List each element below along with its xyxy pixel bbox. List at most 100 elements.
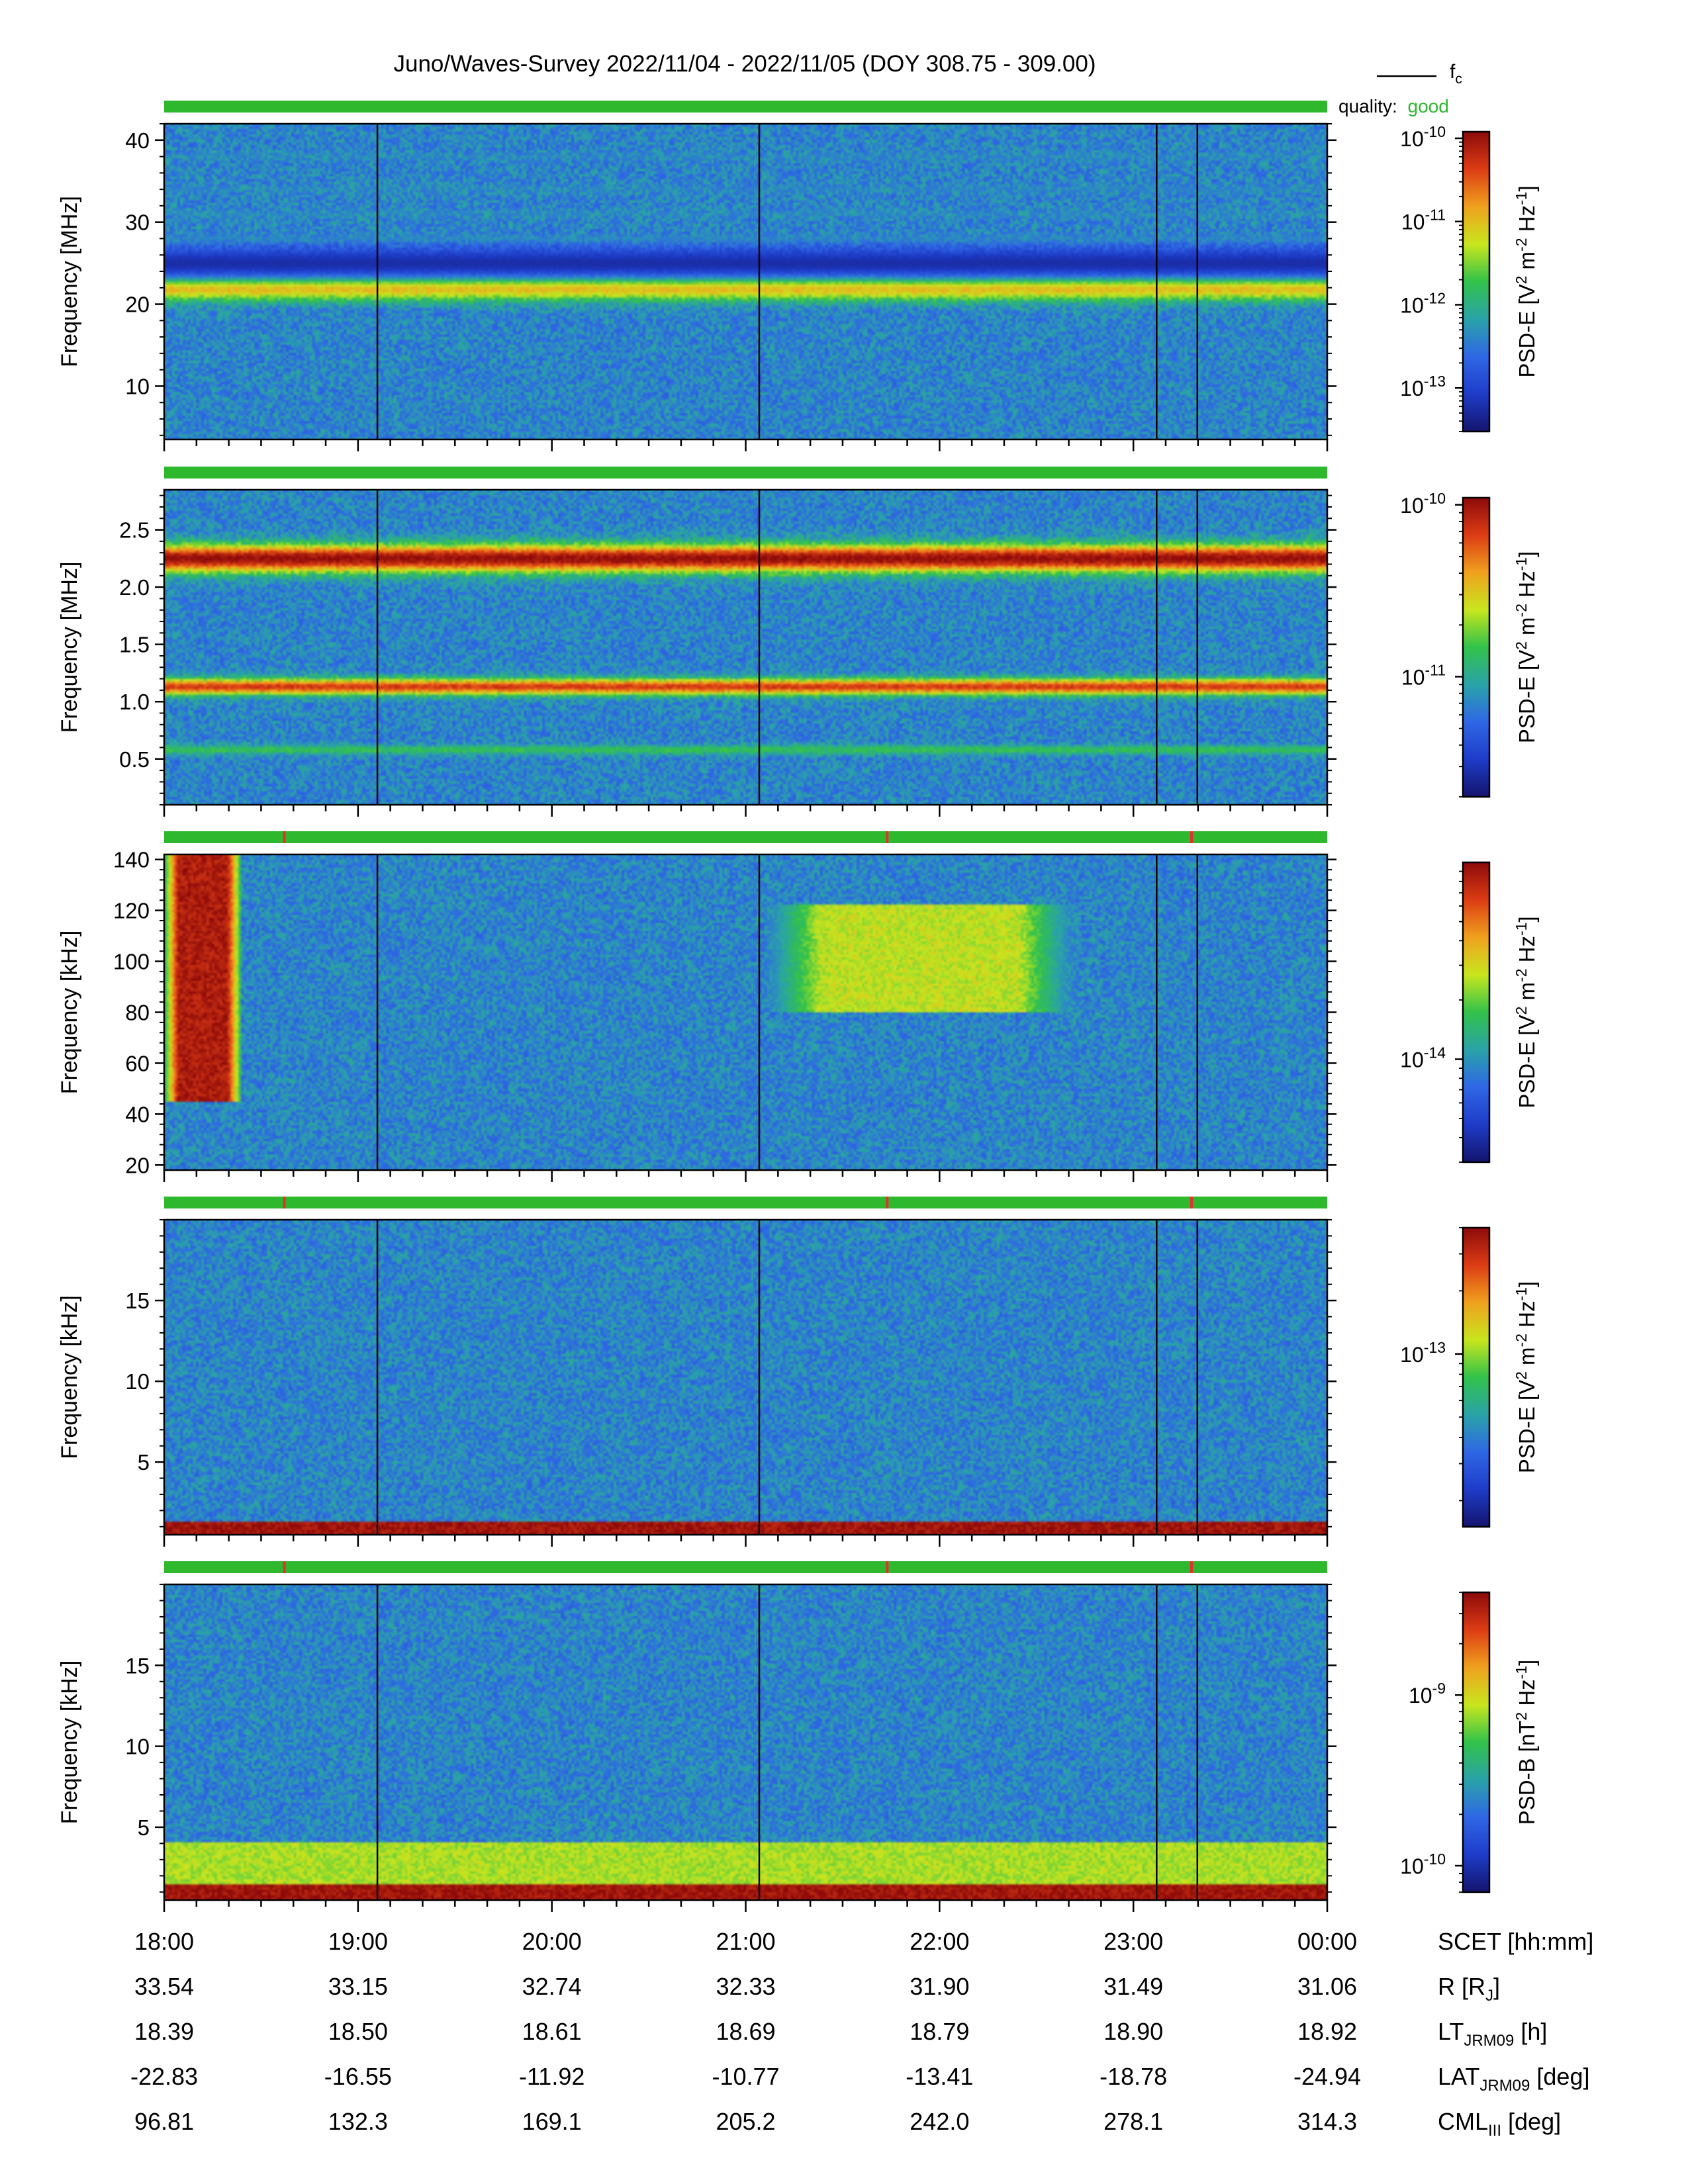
ephemeris-value: -10.77: [712, 2063, 779, 2090]
colorbar-tick-label: 10-11: [1401, 206, 1446, 234]
y-tick-label: 30: [125, 210, 150, 235]
colorbar-tick-label: 10-13: [1400, 1339, 1446, 1367]
y-tick-label: 15: [125, 1653, 150, 1678]
ephemeris-value: -16.55: [324, 2063, 392, 2090]
quality-flag-mark: [886, 1561, 889, 1573]
ephemeris-value: 00:00: [1297, 1928, 1357, 1955]
y-axis-label: Frequency [kHz]: [57, 931, 82, 1095]
y-tick-label: 20: [125, 1153, 150, 1177]
ephemeris-value: 20:00: [522, 1928, 582, 1955]
ephemeris-value: -13.41: [906, 2063, 973, 2090]
ephemeris-value: 132.3: [328, 2108, 388, 2135]
spectrogram-image: [164, 124, 1327, 439]
ephemeris-value: 18.39: [134, 2018, 194, 2045]
quality-flag-mark: [886, 831, 889, 843]
quality-flag-mark: [886, 1197, 889, 1208]
ephemeris-value: 18.61: [522, 2018, 582, 2045]
y-axis-label: Frequency [MHz]: [57, 562, 82, 733]
ephemeris-value: 31.06: [1297, 1973, 1357, 2000]
colorbar-tick-label: 10-14: [1400, 1044, 1446, 1071]
ephemeris-value: 314.3: [1297, 2108, 1357, 2135]
quality-legend: quality: good: [1338, 96, 1449, 116]
y-tick-label: 80: [125, 1001, 150, 1025]
spectrogram-panel-1: 10 20 30 40 Frequency [MHz] 10-10 10-11 10-12 10…: [57, 101, 1539, 451]
quality-bar: [164, 1197, 1327, 1208]
quality-flag-mark: [1190, 831, 1194, 843]
colorbar-label: PSD-E [V2 m-2 Hz-1]: [1513, 1281, 1539, 1473]
y-tick-label: 10: [125, 1369, 150, 1394]
colorbar-label: PSD-B [nT2 Hz-1]: [1513, 1660, 1539, 1825]
y-tick-label: 2.0: [119, 575, 150, 600]
ephemeris-value: 18:00: [134, 1928, 194, 1955]
colorbar-tick-label: 10-9: [1409, 1680, 1446, 1707]
spectrogram-image: [164, 1220, 1327, 1535]
quality-flag-mark: [283, 1197, 286, 1208]
colorbar-tick-label: 10-10: [1400, 123, 1446, 151]
ephemeris-table: 18:00 19:00 20:00 21:00 22:00 23:00 00:00 SCET …: [130, 1928, 1593, 2140]
y-tick-label: 40: [125, 1102, 150, 1126]
legend: fc quality: good: [1338, 61, 1462, 116]
fc-legend-label: fc: [1450, 61, 1462, 87]
colorbar-label: PSD-E [V2 m-2 Hz-1]: [1513, 551, 1539, 743]
quality-flag-mark: [1190, 1197, 1194, 1208]
quality-bar: [164, 1561, 1327, 1573]
quality-flag-mark: [1190, 1561, 1194, 1573]
spectrogram-image: [164, 854, 1327, 1170]
ephemeris-value: 33.15: [328, 1973, 388, 2000]
spectrogram-image: [164, 490, 1327, 805]
y-tick-label: 1.0: [119, 690, 150, 714]
y-axis-label: Frequency [kHz]: [57, 1661, 82, 1825]
ephemeris-row-label: R [RJ]: [1438, 1973, 1500, 2005]
y-axis-label: Frequency [kHz]: [57, 1295, 82, 1459]
spectrogram-panel-4: 5 10 15 Frequency [kHz] 10-13 PSD-E [V2 m-2 H…: [57, 1197, 1539, 1547]
spectrogram-panel-5: 5 10 15 Frequency [kHz] 10-9 10-10 PSD-B [nT2 …: [57, 1561, 1539, 1912]
ephemeris-value: -18.78: [1100, 2063, 1167, 2090]
ephemeris-value: 242.0: [910, 2108, 969, 2135]
ephemeris-value: 23:00: [1103, 1928, 1163, 1955]
quality-flag-mark: [283, 1561, 286, 1573]
colorbar: [1462, 1226, 1491, 1528]
spectrogram-panels: 10 20 30 40 Frequency [MHz] 10-10 10-11 10-12 10…: [57, 101, 1539, 1912]
quality-bar: [164, 831, 1327, 843]
ephemeris-value: 278.1: [1103, 2108, 1163, 2135]
colorbar-tick-label: 10-10: [1400, 490, 1446, 518]
ephemeris-value: -11.92: [519, 2063, 585, 2090]
y-tick-label: 20: [125, 293, 150, 317]
y-tick-label: 0.5: [119, 747, 150, 772]
ephemeris-value: 32.74: [522, 1973, 582, 2000]
colorbar-tick-label: 10-13: [1400, 373, 1446, 400]
ephemeris-value: 33.54: [134, 1973, 194, 2000]
ephemeris-value: 205.2: [716, 2108, 775, 2135]
quality-flag-mark: [283, 831, 286, 843]
ephemeris-row-label: LTJRM09 [h]: [1438, 2018, 1547, 2050]
ephemeris-value: 169.1: [522, 2108, 582, 2135]
spectrogram-panel-2: 0.5 1.0 1.5 2.0 2.5 Frequency [MHz] 10-10 10-11…: [57, 467, 1539, 817]
y-tick-label: 40: [125, 128, 150, 153]
colorbar: [1462, 130, 1491, 433]
y-tick-label: 2.5: [119, 518, 150, 543]
spectrogram-image: [164, 1584, 1327, 1900]
colorbar-label: PSD-E [V2 m-2 Hz-1]: [1513, 185, 1539, 377]
spectrogram-panel-3: 20 40 60 80 100 120 140 Frequency [kHz] 10-14 PSD…: [57, 831, 1539, 1182]
y-tick-label: 15: [125, 1289, 150, 1313]
ephemeris-value: 31.49: [1103, 1973, 1163, 2000]
colorbar: [1462, 496, 1491, 798]
ephemeris-value: 96.81: [134, 2108, 194, 2135]
colorbar: [1462, 861, 1491, 1163]
ephemeris-value: 21:00: [716, 1928, 775, 1955]
y-tick-label: 5: [138, 1450, 150, 1475]
quality-bar: [164, 467, 1327, 478]
ephemeris-row-label: SCET [hh:mm]: [1438, 1928, 1593, 1955]
y-tick-label: 100: [113, 950, 150, 974]
colorbar: [1462, 1591, 1491, 1893]
ephemeris-row-label: CMLIII [deg]: [1438, 2108, 1561, 2140]
ephemeris-row-label: LATJRM09 [deg]: [1438, 2063, 1589, 2095]
y-tick-label: 140: [113, 848, 150, 872]
colorbar-tick-label: 10-11: [1401, 661, 1446, 689]
y-tick-label: 120: [113, 899, 150, 923]
colorbar-tick-label: 10-12: [1400, 289, 1446, 317]
figure-title: Juno/Waves-Survey 2022/11/04 - 2022/11/0…: [393, 51, 1096, 77]
ephemeris-value: 18.79: [910, 2018, 969, 2045]
ephemeris-value: 18.50: [328, 2018, 388, 2045]
